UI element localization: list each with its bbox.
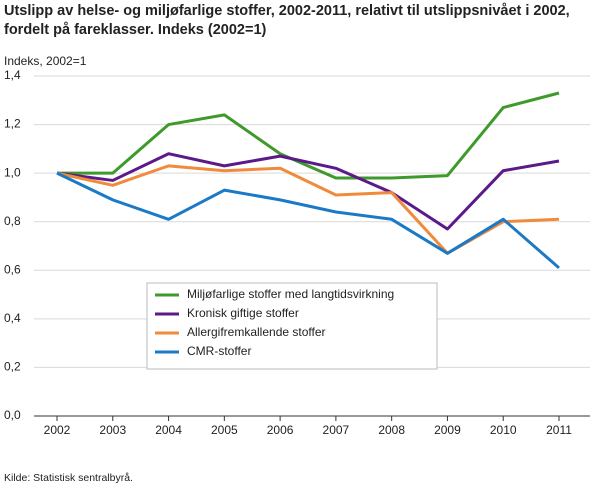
x-tick-label: 2004 — [155, 423, 182, 437]
y-tick-label: 1,2 — [4, 117, 21, 131]
series-line — [56, 171, 560, 269]
y-tick-label: 0,2 — [4, 360, 21, 374]
x-tick-label: 2006 — [267, 423, 294, 437]
series-line — [57, 91, 560, 180]
x-tick-label: 2009 — [434, 423, 461, 437]
y-tick-label: 1,4 — [4, 68, 21, 82]
y-tick-label: 1,0 — [4, 165, 21, 179]
legend-box — [146, 282, 438, 370]
series-line — [56, 164, 560, 255]
x-tick-label: 2008 — [378, 423, 405, 437]
y-tick-label: 0,4 — [4, 311, 21, 325]
y-tick-label: 0,0 — [4, 408, 21, 422]
legend-label: Allergifremkallende stoffer — [187, 325, 326, 339]
x-tick-label: 2005 — [211, 423, 238, 437]
legend-label: CMR-stoffer — [187, 344, 251, 358]
chart-title: Utslipp av helse- og miljøfarlige stoffe… — [4, 3, 570, 38]
x-tick-label: 2003 — [99, 423, 126, 437]
legend-label: Kronisk giftige stoffer — [187, 306, 299, 320]
source: Kilde: Statistisk sentralbyrå. — [4, 472, 133, 484]
x-tick-label: 2011 — [546, 423, 572, 437]
x-tick-label: 2002 — [44, 423, 71, 437]
x-tick-label: 2010 — [490, 423, 517, 437]
legend-label: Miljøfarlige stoffer med langtidsvirknin… — [187, 287, 394, 301]
y-tick-label: 0,6 — [4, 262, 21, 276]
y-tick-label: 0,8 — [4, 214, 21, 228]
series-line — [56, 152, 560, 231]
x-tick-label: 2007 — [323, 423, 350, 437]
y-axis-label: Indeks, 2002=1 — [4, 54, 87, 68]
